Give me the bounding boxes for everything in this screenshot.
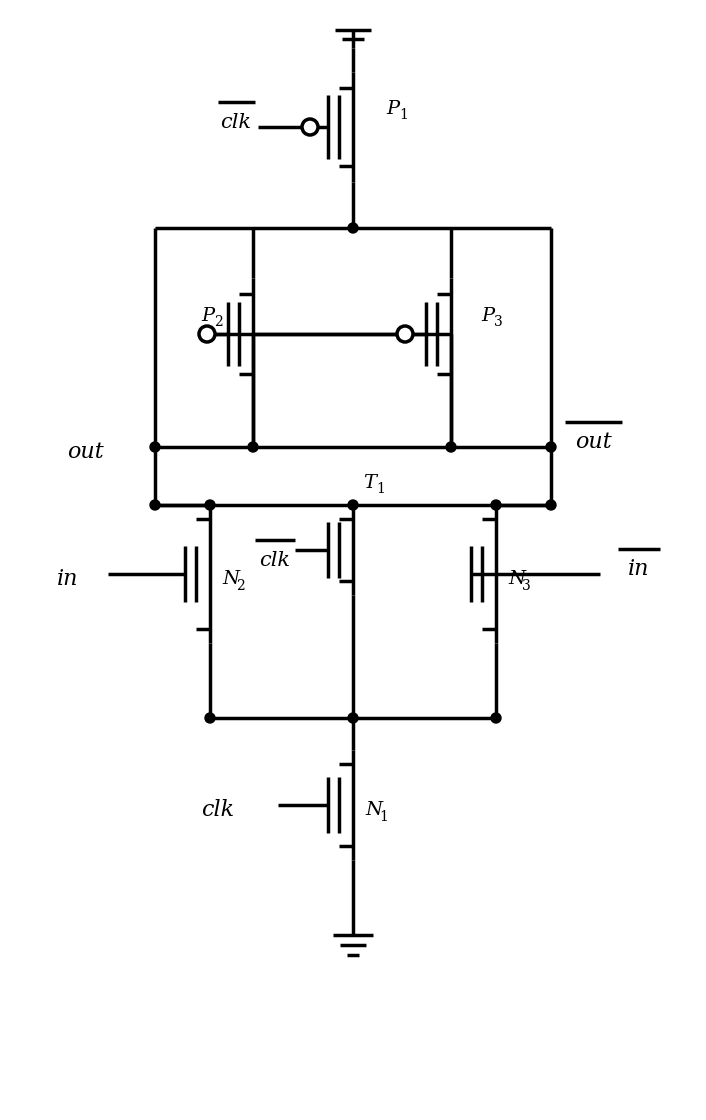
Text: N: N <box>508 570 525 588</box>
Circle shape <box>205 713 215 724</box>
Circle shape <box>348 223 358 233</box>
Circle shape <box>397 326 413 342</box>
Circle shape <box>302 119 318 136</box>
Circle shape <box>248 442 258 452</box>
Text: 2: 2 <box>236 579 245 592</box>
Text: T: T <box>363 474 376 492</box>
Text: P: P <box>481 307 494 325</box>
Circle shape <box>348 500 358 510</box>
Text: in: in <box>57 568 79 590</box>
Circle shape <box>491 500 501 510</box>
Text: 3: 3 <box>522 579 531 592</box>
Text: 1: 1 <box>399 108 408 122</box>
Circle shape <box>546 442 556 452</box>
Text: clk: clk <box>260 551 290 569</box>
Text: out: out <box>66 441 103 463</box>
Circle shape <box>150 442 160 452</box>
Text: out: out <box>575 431 611 452</box>
Text: 1: 1 <box>379 810 388 824</box>
Text: in: in <box>628 558 650 580</box>
Circle shape <box>150 500 160 510</box>
Text: P: P <box>386 100 399 118</box>
Text: P: P <box>201 307 214 325</box>
Circle shape <box>491 713 501 724</box>
Text: clk: clk <box>201 799 234 821</box>
Text: N: N <box>222 570 239 588</box>
Text: 2: 2 <box>214 315 223 329</box>
Circle shape <box>348 713 358 724</box>
Text: N: N <box>365 801 382 819</box>
Circle shape <box>199 326 215 342</box>
Text: 1: 1 <box>376 482 385 496</box>
Text: 3: 3 <box>494 315 503 329</box>
Text: clk: clk <box>220 112 251 131</box>
Circle shape <box>546 500 556 510</box>
Circle shape <box>446 442 456 452</box>
Circle shape <box>205 500 215 510</box>
